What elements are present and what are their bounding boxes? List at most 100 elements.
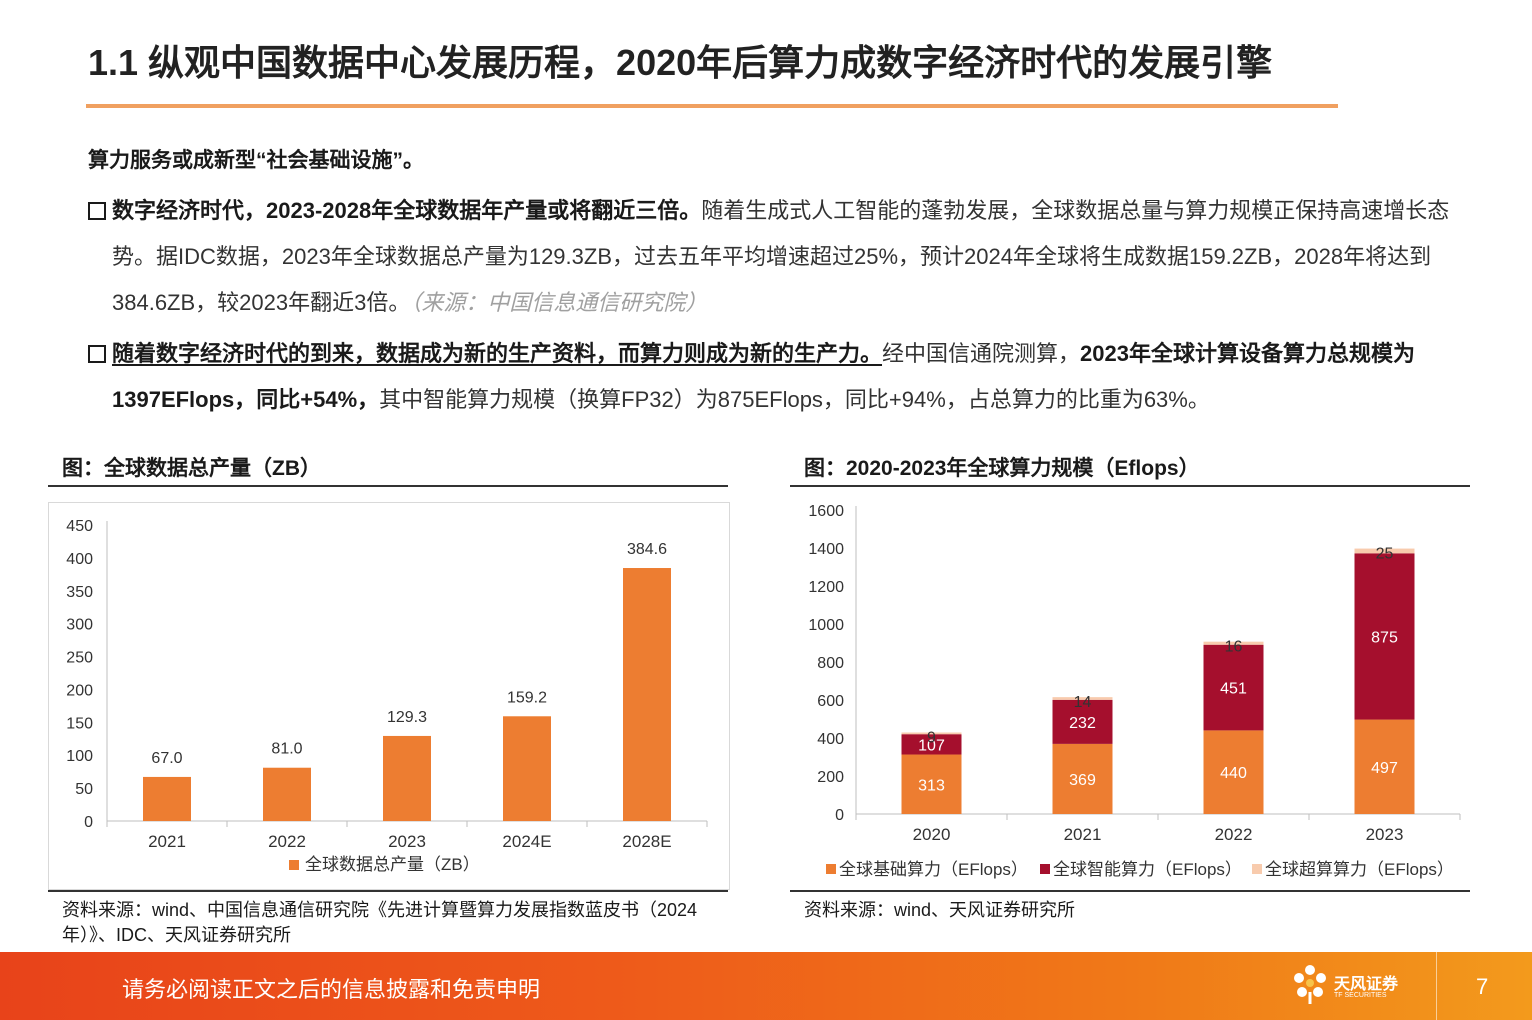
bullet-1-body: 随着生成式人工智能的蓬勃发展，全球数据总量与算力规模正保持高速增长态势。据IDC… [112, 198, 1450, 315]
stacked-bar-segment [901, 754, 962, 814]
y-tick-label: 600 [817, 693, 844, 710]
legend-label: 全球基础算力（EFlops） [839, 860, 1028, 879]
bullet-1-source: （来源：中国信息通信研究院） [410, 290, 708, 315]
bar [503, 716, 551, 821]
y-tick-label: 400 [817, 731, 844, 748]
data-label: 497 [1371, 760, 1398, 777]
bar [383, 735, 431, 821]
y-tick-label: 1400 [808, 541, 844, 558]
legend-label: 全球超算算力（EFlops） [1265, 860, 1454, 879]
y-tick-label: 200 [817, 769, 844, 786]
data-label: 14 [1074, 694, 1092, 711]
x-tick-label: 2021 [148, 832, 186, 851]
data-label: 81.0 [271, 741, 302, 758]
data-label: 159.2 [507, 689, 547, 706]
right-figure-rule [790, 485, 1470, 487]
bullet-1: 数字经济时代，2023-2028年全球数据年产量或将翻近三倍。随着生成式人工智能… [88, 188, 1458, 326]
x-tick-label: 2028E [622, 832, 671, 851]
x-tick-label: 2024E [502, 832, 551, 851]
y-tick-label: 250 [66, 650, 93, 667]
disclaimer-link[interactable]: 请务必阅读正文之后的信息披露和免责申明 [122, 977, 541, 1002]
bullet-2-bold: 2023年全球计算设备算力总规模为1397EFlops，同比+54%， [112, 341, 1415, 412]
data-label: 313 [918, 777, 945, 794]
left-figure-title: 图：全球数据总产量（ZB） [62, 457, 321, 480]
stacked-bar-segment [901, 732, 962, 735]
x-tick-label: 2022 [268, 832, 306, 851]
bullet-2-text: 随着数字经济时代的到来，数据成为新的生产资料，而算力则成为新的生产力。经中国信通… [112, 331, 1458, 423]
left-figure-source: 资料来源：wind、中国信息通信研究院《先进计算暨算力发展指数蓝皮书（2024年… [62, 900, 698, 945]
legend-label: 全球智能算力（EFlops） [1053, 860, 1242, 879]
x-tick-label: 2020 [913, 825, 951, 844]
data-label: 67.0 [151, 750, 182, 767]
y-tick-label: 150 [66, 715, 93, 732]
page-number: 7 [1476, 974, 1489, 999]
lead-text: 算力服务或成新型“社会基础设施”。 [88, 149, 424, 172]
legend-swatch [1040, 864, 1050, 874]
y-tick-label: 50 [75, 781, 93, 798]
data-label: 129.3 [387, 709, 427, 726]
data-label: 16 [1225, 639, 1243, 656]
data-label: 107 [918, 737, 945, 754]
stacked-bar-segment [1052, 699, 1113, 744]
stacked-bar-segment [1203, 730, 1264, 814]
right-figure-title: 图：2020-2023年全球算力规模（Eflops） [804, 457, 1200, 480]
footer-divider [1436, 952, 1437, 1020]
bullet-checkbox-icon [88, 202, 106, 220]
data-label: 440 [1220, 765, 1247, 782]
legend-label: 全球数据总产量（ZB） [305, 855, 480, 874]
y-tick-label: 0 [84, 814, 93, 831]
bullet-1-bold: 数字经济时代，2023-2028年全球数据年产量或将翻近三倍。 [112, 198, 702, 223]
title-underline [86, 104, 1338, 108]
brand-name-cn: 天风证券 [1334, 976, 1399, 993]
y-tick-label: 1200 [808, 579, 844, 596]
y-tick-label: 200 [66, 682, 93, 699]
y-tick-label: 1600 [808, 503, 844, 520]
footer-bar: 请务必阅读正文之后的信息披露和免责申明 天风证券 TF SECURITIES 7 [0, 952, 1532, 1020]
left-figure-bottom-rule [48, 890, 728, 892]
y-tick-label: 300 [66, 617, 93, 634]
x-tick-label: 2023 [1366, 825, 1404, 844]
bullet-1-text: 数字经济时代，2023-2028年全球数据年产量或将翻近三倍。随着生成式人工智能… [112, 188, 1458, 326]
legend-swatch [826, 864, 836, 874]
y-tick-label: 400 [66, 551, 93, 568]
y-tick-label: 1000 [808, 617, 844, 634]
left-chart-frame: 0 50 100 150 200 250 300 350 400 450 67.0 2021 81.0 2… [48, 502, 730, 890]
x-tick-label: 2022 [1215, 825, 1253, 844]
y-tick-label: 350 [66, 584, 93, 601]
left-figure-rule [48, 485, 728, 487]
data-label: 451 [1220, 681, 1247, 698]
stacked-bar-segment [1052, 743, 1113, 814]
legend-swatch [289, 860, 299, 870]
stacked-bar-segment [1354, 548, 1415, 554]
data-label: 9 [927, 729, 936, 746]
right-figure-bottom-rule [790, 890, 1470, 892]
legend-swatch [1252, 864, 1262, 874]
data-label: 875 [1371, 629, 1398, 646]
bullet-2-body-1: 经中国信通院测算， [882, 341, 1081, 366]
brand-name-en: TF SECURITIES [1334, 992, 1387, 999]
x-tick-label: 2023 [388, 832, 426, 851]
bullet-2-bold-underline: 随着数字经济时代的到来，数据成为新的生产资料，而算力则成为新的生产力。 [112, 341, 883, 366]
y-tick-label: 100 [66, 748, 93, 765]
stacked-bar-segment [1203, 644, 1264, 731]
y-tick-label: 800 [817, 655, 844, 672]
data-output-chart: 0 50 100 150 200 250 300 350 400 450 67.0 2021 81.0 2… [66, 518, 708, 874]
stacked-bar-segment [1354, 553, 1415, 720]
data-label: 25 [1376, 546, 1394, 563]
stacked-bar-segment [1052, 697, 1113, 700]
right-figure-source: 资料来源：wind、天风证券研究所 [804, 900, 1076, 920]
data-label: 369 [1069, 772, 1096, 789]
bar [623, 568, 671, 821]
stacked-bar-segment [1354, 719, 1415, 814]
bullet-2: 随着数字经济时代的到来，数据成为新的生产资料，而算力则成为新的生产力。经中国信通… [88, 331, 1458, 423]
data-label: 232 [1069, 715, 1096, 732]
page-title: 1.1 纵观中国数据中心发展历程，2020年后算力成数字经济时代的发展引擎 [88, 42, 1273, 83]
stacked-bar-segment [1203, 641, 1264, 645]
y-tick-label: 0 [835, 807, 844, 824]
data-label: 384.6 [627, 541, 667, 558]
bar [143, 776, 191, 821]
stacked-bar-segment [901, 734, 962, 755]
bullet-2-body-2: 其中智能算力规模（换算FP32）为875EFlops，同比+94%，占总算力的比… [379, 387, 1210, 412]
x-tick-label: 2021 [1064, 825, 1102, 844]
